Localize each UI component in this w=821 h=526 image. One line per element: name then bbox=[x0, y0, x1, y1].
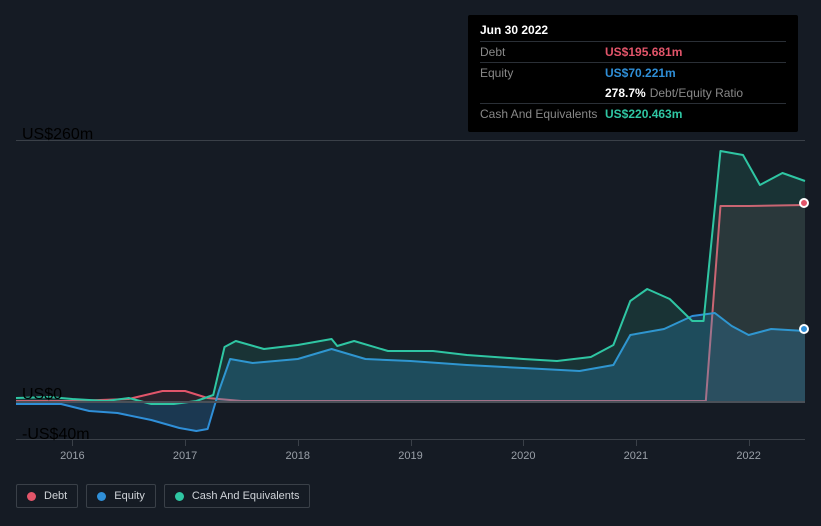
tooltip-row: 278.7%Debt/Equity Ratio bbox=[480, 83, 786, 103]
legend-item-cash-and-equivalents[interactable]: Cash And Equivalents bbox=[164, 484, 311, 508]
zero-baseline bbox=[16, 401, 805, 403]
series-area-cash-and-equivalents bbox=[16, 151, 805, 404]
x-axis-label: 2020 bbox=[511, 450, 535, 462]
x-tick bbox=[72, 440, 73, 446]
chart-plot-area bbox=[16, 140, 805, 440]
legend-item-debt[interactable]: Debt bbox=[16, 484, 78, 508]
tooltip-label: Debt bbox=[480, 45, 605, 59]
x-axis-label: 2021 bbox=[624, 450, 648, 462]
x-axis: 2016 2017 2018 2019 2020 2021 2022 bbox=[16, 448, 805, 464]
tooltip-date: Jun 30 2022 bbox=[480, 23, 786, 41]
y-axis-label: US$260m bbox=[22, 126, 93, 144]
legend-label: Debt bbox=[44, 490, 67, 502]
tooltip-value: US$220.463m bbox=[605, 107, 682, 121]
chart-svg bbox=[16, 141, 805, 441]
x-axis-label: 2016 bbox=[60, 450, 84, 462]
x-tick bbox=[523, 440, 524, 446]
y-axis-label: -US$40m bbox=[22, 426, 90, 444]
tooltip-value: US$195.681m bbox=[605, 45, 682, 59]
legend-dot-icon bbox=[27, 492, 36, 501]
tooltip-row: EquityUS$70.221m bbox=[480, 62, 786, 83]
tooltip-value: 278.7%Debt/Equity Ratio bbox=[605, 86, 743, 100]
tooltip-suffix: Debt/Equity Ratio bbox=[650, 86, 743, 100]
tooltip-label: Cash And Equivalents bbox=[480, 107, 605, 121]
tooltip-label: Equity bbox=[480, 66, 605, 80]
tooltip-label bbox=[480, 86, 605, 100]
x-axis-label: 2019 bbox=[398, 450, 422, 462]
y-axis-label: US$0 bbox=[22, 386, 62, 404]
x-tick bbox=[185, 440, 186, 446]
x-axis-label: 2017 bbox=[173, 450, 197, 462]
tooltip-value: US$70.221m bbox=[605, 66, 676, 80]
legend-label: Equity bbox=[114, 490, 145, 502]
x-axis-label: 2022 bbox=[736, 450, 760, 462]
legend-label: Cash And Equivalents bbox=[192, 490, 300, 502]
chart-legend: Debt Equity Cash And Equivalents bbox=[16, 484, 310, 508]
x-tick bbox=[298, 440, 299, 446]
x-axis-label: 2018 bbox=[286, 450, 310, 462]
tooltip-row: DebtUS$195.681m bbox=[480, 41, 786, 62]
legend-dot-icon bbox=[175, 492, 184, 501]
legend-dot-icon bbox=[97, 492, 106, 501]
chart-tooltip: Jun 30 2022 DebtUS$195.681mEquityUS$70.2… bbox=[468, 15, 798, 132]
x-tick bbox=[411, 440, 412, 446]
x-tick bbox=[636, 440, 637, 446]
tooltip-row: Cash And EquivalentsUS$220.463m bbox=[480, 103, 786, 124]
legend-item-equity[interactable]: Equity bbox=[86, 484, 156, 508]
end-dot-debt bbox=[799, 198, 809, 208]
end-dot-equity bbox=[799, 324, 809, 334]
x-tick bbox=[749, 440, 750, 446]
